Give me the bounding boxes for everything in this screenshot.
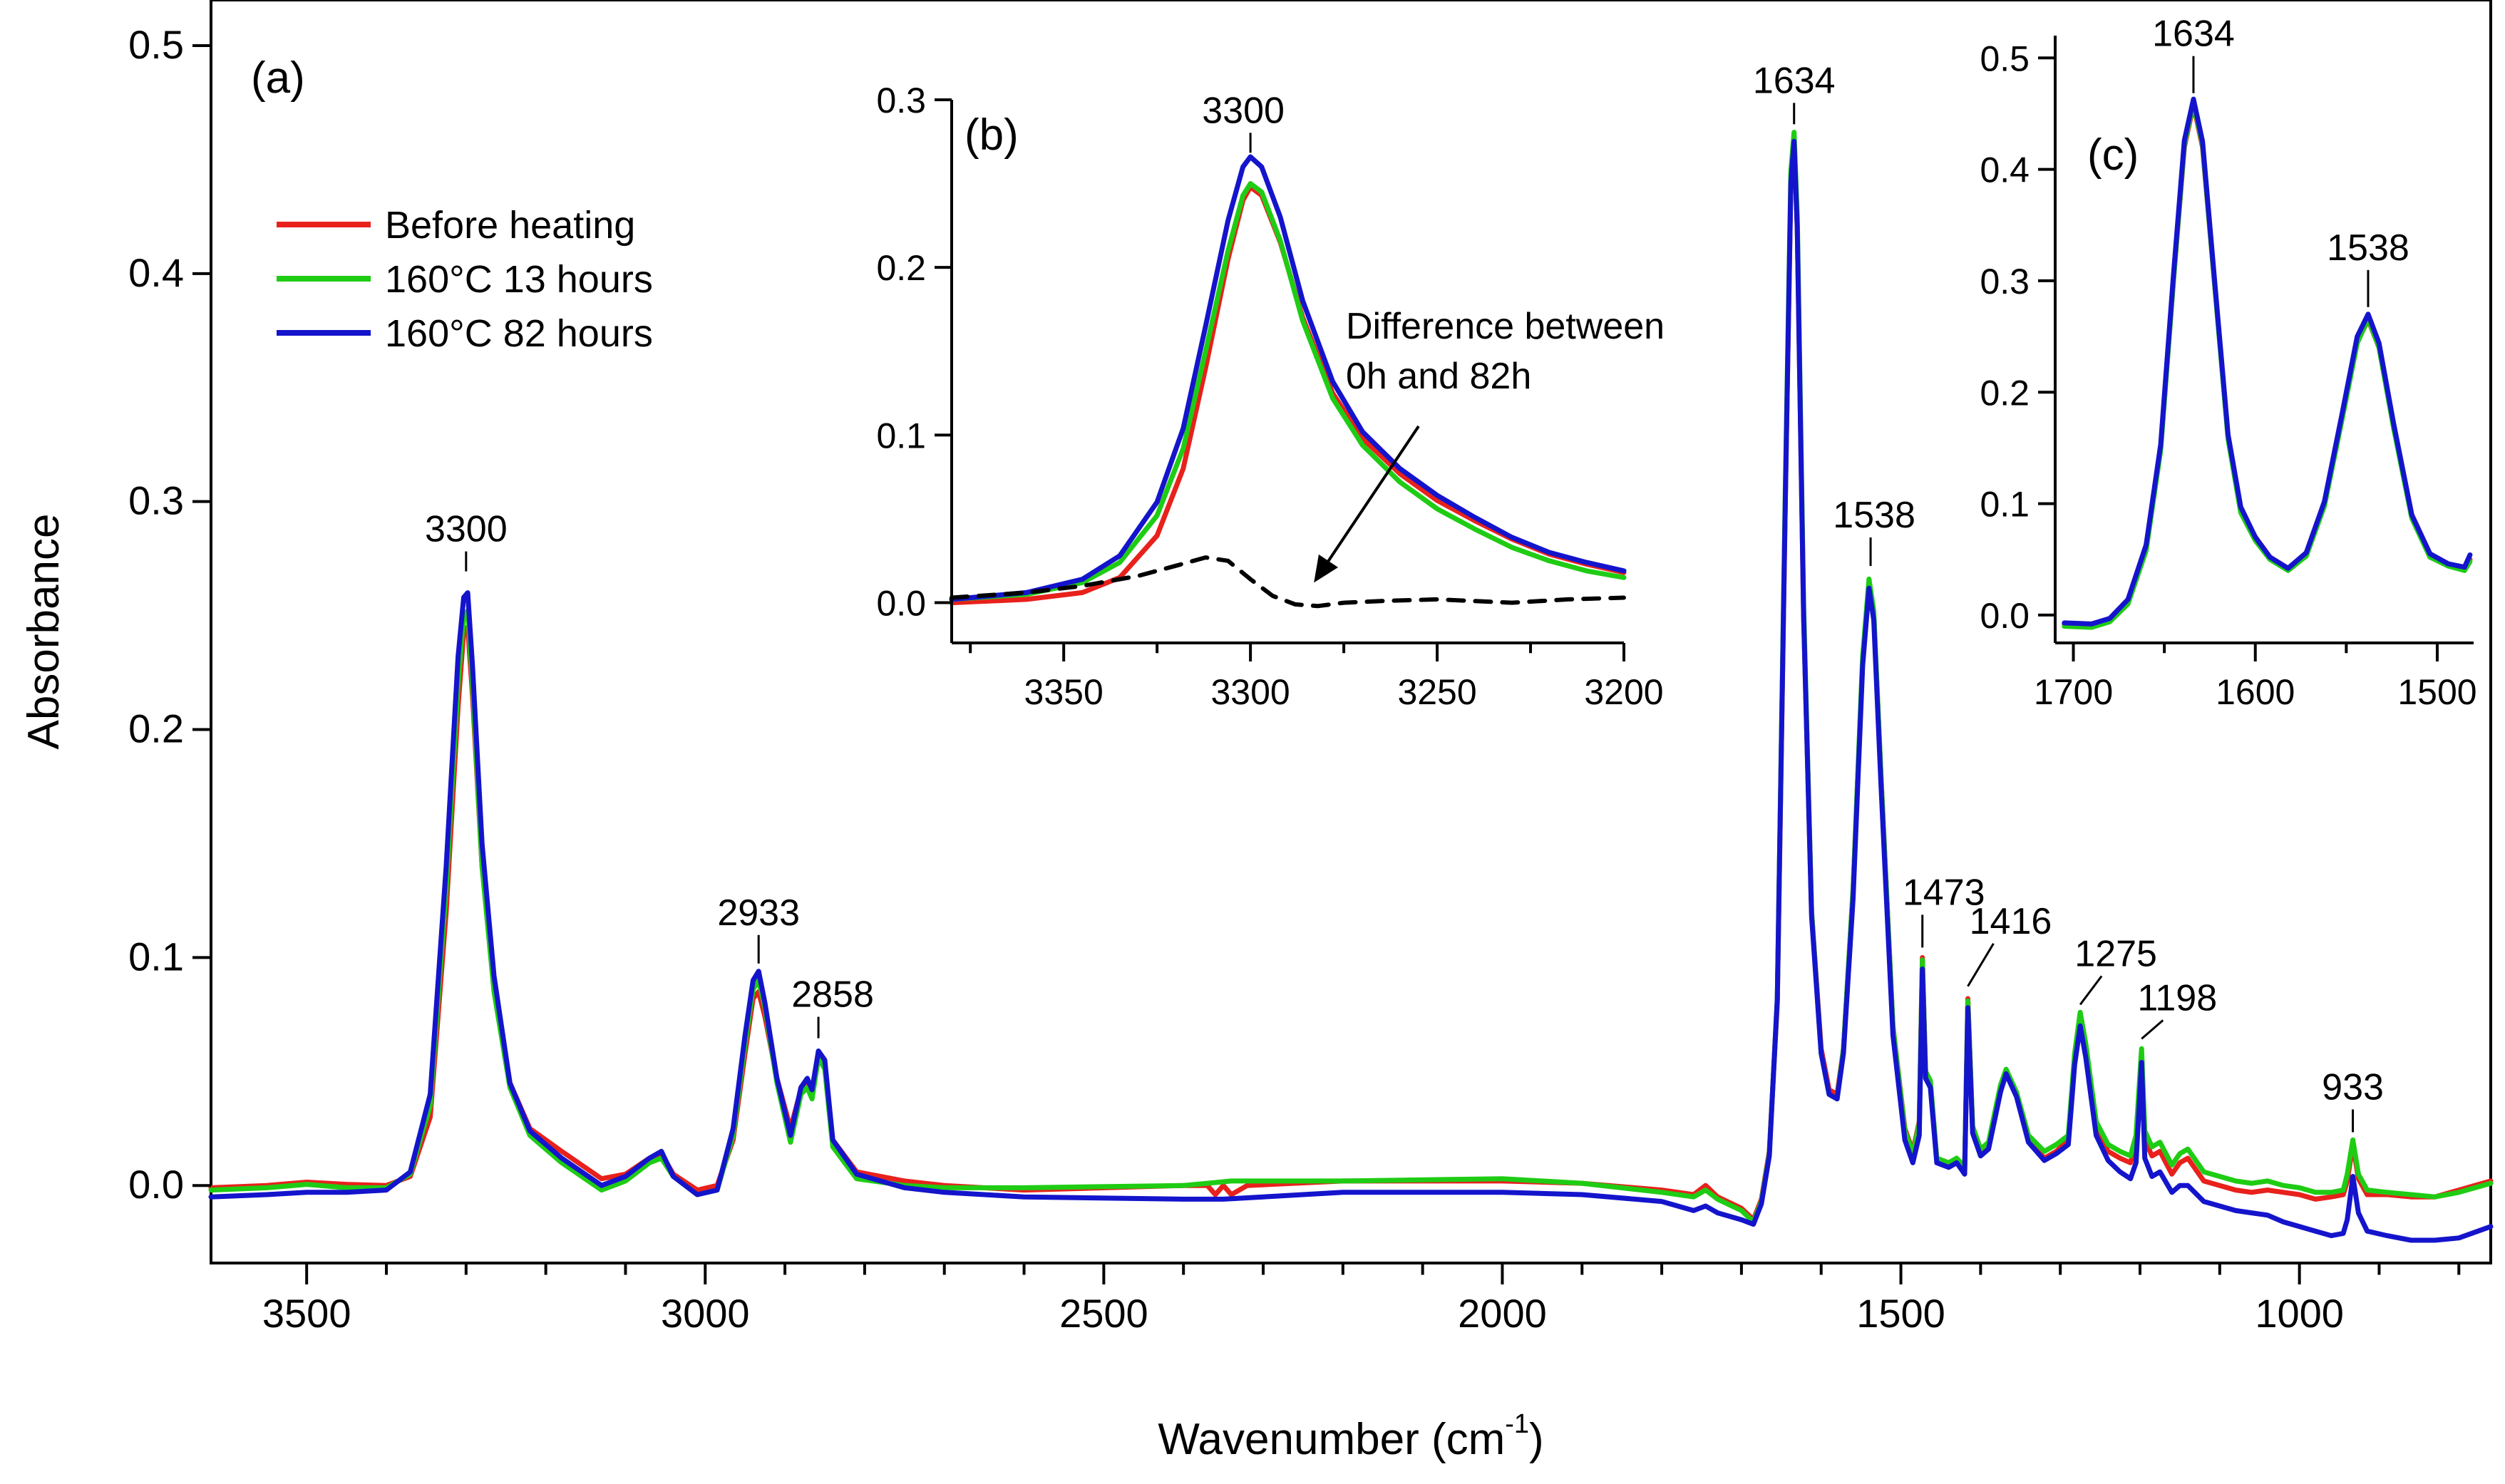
main-peak-tick xyxy=(2079,975,2103,1006)
main-ytick-label: 0.5 xyxy=(128,22,184,67)
main-peak-label: 2933 xyxy=(717,892,800,934)
legend-label: 160°C 13 hours xyxy=(385,258,653,301)
main-xtick-label: 1500 xyxy=(1856,1291,1945,1336)
inset-b-background xyxy=(941,93,1625,649)
inset-c-xtick-label: 1600 xyxy=(2216,672,2295,712)
main-ytick-label: 0.4 xyxy=(128,250,184,295)
inset-c-series-group xyxy=(2062,96,2473,630)
main-series-line-2 xyxy=(208,138,2494,1243)
main-xtick-label: 2000 xyxy=(1458,1291,1547,1336)
inset-b-ytick-label: 0.0 xyxy=(876,584,926,624)
main-xtick-label: 3000 xyxy=(661,1291,750,1336)
main-xtick-label: 1000 xyxy=(2255,1291,2344,1336)
main-peak-label: 3300 xyxy=(425,509,508,550)
x-axis-title-close: ) xyxy=(1529,1415,1544,1464)
inset-b-series-line-3 xyxy=(950,555,1626,609)
legend-label: 160°C 82 hours xyxy=(385,312,653,355)
inset-c-ytick-label: 0.4 xyxy=(1980,150,2030,190)
main-x-axis: 3500 3000 2500 2000 1500 1000 xyxy=(262,1263,2461,1336)
inset-c-peak-label: 1634 xyxy=(2152,14,2235,55)
x-axis-title: Wavenumber (cm-1) xyxy=(1158,1409,1543,1464)
panel-label-c: (c) xyxy=(2087,130,2139,180)
inset-c-xtick-label: 1700 xyxy=(2034,672,2113,712)
inset-c-peak-label: 1538 xyxy=(2327,227,2409,269)
main-ytick-label: 0.0 xyxy=(128,1162,184,1207)
inset-b-xtick-label: 3350 xyxy=(1024,672,1104,712)
main-xtick-label: 3500 xyxy=(262,1291,351,1336)
legend-label: Before heating xyxy=(385,204,635,247)
main-peak-label: 1538 xyxy=(1833,495,1915,536)
difference-arrow-head xyxy=(1314,554,1339,583)
inset-c-peak-annotations: 1634 1538 xyxy=(2152,14,2409,307)
main-ytick-label: 0.3 xyxy=(128,478,184,523)
panel-label-a: (a) xyxy=(251,53,305,103)
inset-b-ytick-label: 0.3 xyxy=(876,81,926,120)
x-axis-title-main: Wavenumber (cm xyxy=(1158,1415,1505,1464)
panel-label-b: (b) xyxy=(965,110,1019,160)
difference-annotation-line2: 0h and 82h xyxy=(1346,356,1531,397)
inset-c-y-axis: 0.0 0.1 0.2 0.3 0.4 0.5 xyxy=(1980,38,2055,636)
inset-c-ytick-label: 0.5 xyxy=(1980,38,2030,78)
y-axis-title: Absorbance xyxy=(19,514,68,750)
inset-chart-b: 0.0 0.1 0.2 0.3 3350 3300 3250 3200 (b) 3300 D… xyxy=(876,81,1665,712)
inset-b-series-line-2 xyxy=(949,154,1627,602)
inset-b-peak-label: 3300 xyxy=(1202,90,1285,131)
main-chart-panel: 0.00.10.20.30.40.5 3500 3000 2500 2000 1500 1… xyxy=(19,0,2494,1464)
main-peak-tick xyxy=(1967,942,1995,987)
inset-b-y-axis: 0.0 0.1 0.2 0.3 xyxy=(876,81,952,624)
inset-chart-c: 0.0 0.1 0.2 0.3 0.4 0.5 1700 1600 1500 (c) 1634… xyxy=(1953,14,2481,712)
inset-c-ytick-label: 0.3 xyxy=(1980,262,2030,302)
inset-c-x-axis: 1700 1600 1500 xyxy=(2034,643,2477,712)
main-legend: Before heating 160°C 13 hours 160°C 82 hou… xyxy=(277,204,653,355)
main-peak-tick xyxy=(2141,1019,2164,1040)
difference-arrow-shaft xyxy=(1320,425,1420,572)
inset-c-ytick-label: 0.0 xyxy=(1980,596,2030,636)
inset-b-xtick-label: 3200 xyxy=(1584,672,1663,712)
main-plot-frame xyxy=(210,0,2492,1264)
inset-b-xtick-label: 3250 xyxy=(1397,672,1476,712)
inset-b-series-line-1 xyxy=(949,181,1627,602)
inset-b-peak-annotation: 3300 xyxy=(1202,90,1285,153)
main-xtick-label: 2500 xyxy=(1059,1291,1148,1336)
inset-c-background xyxy=(1953,36,2481,677)
main-ytick-label: 0.1 xyxy=(128,934,184,979)
inset-c-xtick-label: 1500 xyxy=(2397,672,2476,712)
main-y-axis: 0.0 0.1 0.2 0.3 0.4 0.5 xyxy=(128,22,211,1207)
inset-b-difference-annotation: Difference between 0h and 82h xyxy=(1314,306,1665,583)
main-peak-label: 1473 xyxy=(1903,872,1985,913)
main-peak-label: 1198 xyxy=(2137,977,2217,1019)
main-peak-label: 2858 xyxy=(791,974,874,1016)
inset-c-ytick-label: 0.1 xyxy=(1980,485,2030,525)
difference-annotation-line1: Difference between xyxy=(1346,306,1665,347)
main-peak-label: 933 xyxy=(2322,1066,2384,1108)
inset-b-x-axis: 3350 3300 3250 3200 xyxy=(969,643,1664,712)
main-peak-label: 1416 xyxy=(1970,901,2052,942)
inset-c-series-line-2 xyxy=(2062,96,2473,627)
main-ytick-label: 0.2 xyxy=(128,706,184,751)
main-series-group xyxy=(208,130,2494,1243)
inset-b-xtick-label: 3300 xyxy=(1210,672,1290,712)
main-peak-label: 1634 xyxy=(1753,60,1836,101)
inset-b-ytick-label: 0.2 xyxy=(876,248,926,288)
inset-b-ytick-label: 0.1 xyxy=(876,416,926,455)
x-axis-title-superscript: -1 xyxy=(1505,1409,1529,1439)
inset-b-series-group xyxy=(949,154,1627,609)
main-peak-label: 1275 xyxy=(2074,933,2157,974)
inset-c-ytick-label: 0.2 xyxy=(1980,373,2030,413)
